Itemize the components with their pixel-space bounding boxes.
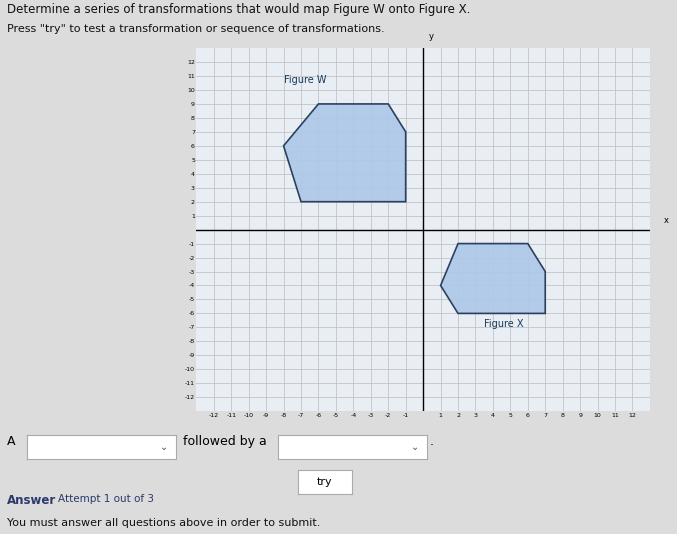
Polygon shape bbox=[441, 244, 545, 313]
Text: ⌄: ⌄ bbox=[160, 442, 169, 452]
Text: ⌄: ⌄ bbox=[411, 442, 419, 452]
Text: Press "try" to test a transformation or sequence of transformations.: Press "try" to test a transformation or … bbox=[7, 24, 385, 34]
Text: Attempt 1 out of 3: Attempt 1 out of 3 bbox=[58, 494, 154, 504]
Text: Determine a series of transformations that would map Figure W onto Figure X.: Determine a series of transformations th… bbox=[7, 3, 470, 15]
Text: followed by a: followed by a bbox=[183, 435, 267, 448]
Text: You must answer all questions above in order to submit.: You must answer all questions above in o… bbox=[7, 518, 320, 528]
Polygon shape bbox=[284, 104, 406, 202]
Text: Answer: Answer bbox=[7, 494, 56, 507]
Text: .: . bbox=[430, 435, 434, 448]
Text: Figure X: Figure X bbox=[484, 319, 524, 329]
Text: y: y bbox=[429, 32, 433, 41]
Text: try: try bbox=[317, 477, 333, 487]
Text: A: A bbox=[7, 435, 16, 448]
Text: x: x bbox=[664, 216, 669, 225]
Text: Figure W: Figure W bbox=[284, 75, 326, 85]
